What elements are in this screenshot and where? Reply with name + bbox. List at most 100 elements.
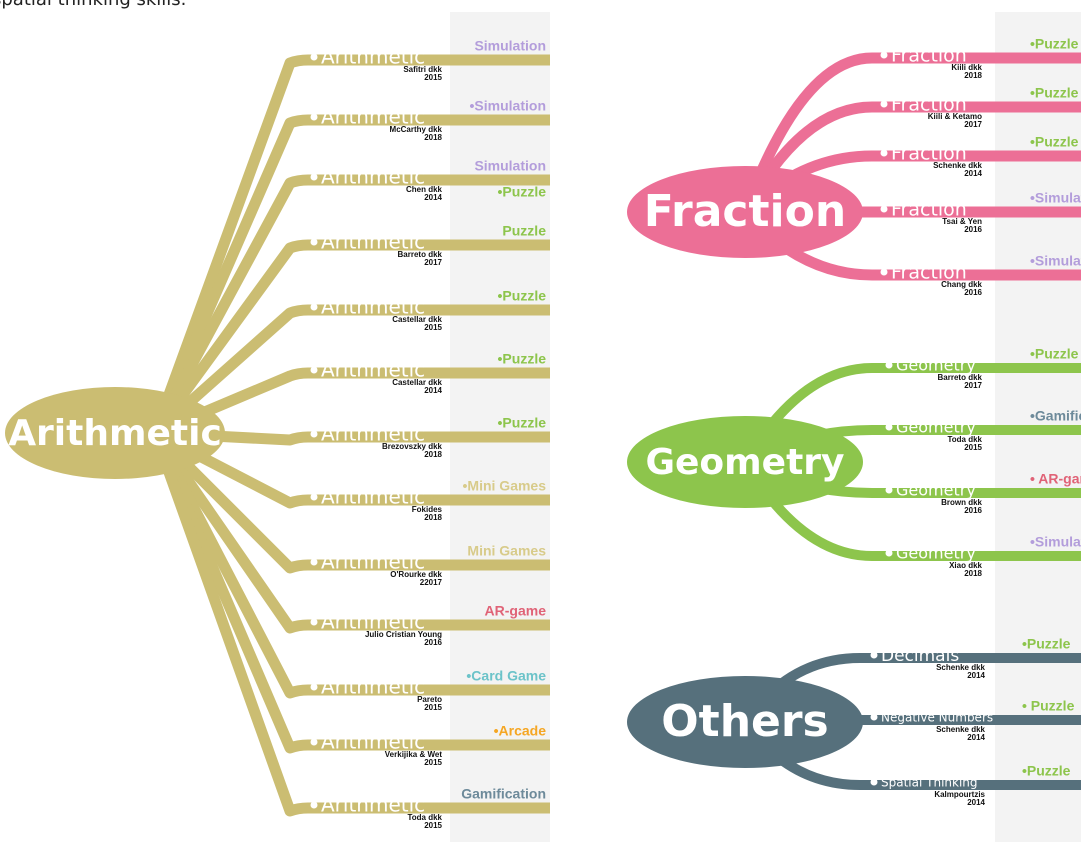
bullet	[885, 361, 893, 369]
branch-label: Negative Numbers	[881, 711, 993, 725]
year: 2016	[964, 288, 982, 297]
bullet	[880, 205, 888, 213]
year: 2018	[964, 569, 982, 578]
author: Tsai & Yen	[942, 217, 982, 226]
bullet	[310, 366, 318, 374]
game-type: •Card Game	[466, 668, 546, 684]
game-type: • AR-game	[1030, 471, 1081, 487]
strip	[450, 12, 550, 842]
bullet	[310, 303, 318, 311]
game-type: • Puzzle	[1022, 698, 1075, 714]
author: Fokides	[412, 505, 443, 514]
bullet	[870, 713, 878, 721]
year: 2014	[964, 169, 982, 178]
year: 2014	[424, 386, 442, 395]
branch-label: Fraction	[891, 199, 967, 221]
branch-label: Arithmetic	[321, 165, 425, 189]
game-type: AR-game	[485, 603, 547, 619]
bullet	[310, 618, 318, 626]
game-type: •Mini Games	[463, 478, 547, 494]
branch-label: Fraction	[891, 262, 967, 284]
year: 2018	[964, 71, 982, 80]
branch-label: Geometry	[896, 356, 976, 375]
game-type: •Puzzle	[498, 351, 547, 367]
author: Schenke dkk	[936, 663, 985, 672]
year: 2015	[964, 443, 982, 452]
branch	[150, 174, 550, 436]
branch-label: Geometry	[896, 481, 976, 500]
branch	[150, 429, 550, 634]
branch	[154, 427, 550, 446]
game-type: Simulation	[474, 38, 546, 54]
branch-label: Decimals	[881, 646, 959, 666]
branch	[149, 54, 550, 435]
year: 2014	[967, 798, 985, 807]
author: Barreto dkk	[938, 373, 983, 382]
root-node	[5, 387, 225, 479]
author: Xiao dkk	[949, 561, 982, 570]
branch	[150, 239, 550, 437]
year: 2017	[424, 258, 442, 267]
game-type: •Puzzle	[1022, 636, 1071, 652]
author: McCarthy dkk	[390, 125, 443, 134]
bullet	[310, 738, 318, 746]
author: Brezovszky dkk	[382, 442, 443, 451]
branch-label: Arithmetic	[321, 730, 425, 754]
year: 22017	[420, 578, 443, 587]
bullet	[310, 113, 318, 121]
root-node	[627, 416, 863, 508]
branch	[149, 114, 550, 436]
author: Chen dkk	[406, 185, 443, 194]
year: 2014	[424, 193, 442, 202]
game-type: •Puzzle	[498, 184, 547, 200]
branch-label: Arithmetic	[321, 230, 425, 254]
author: Castellar dkk	[392, 378, 442, 387]
bullet	[880, 51, 888, 59]
root-label: Fraction	[644, 186, 846, 237]
game-type: •Simulation	[1030, 534, 1081, 550]
game-type: •Puzzle	[498, 415, 547, 431]
author: Kalmpourtzis	[934, 790, 985, 799]
game-type: •Arcade	[494, 723, 547, 739]
year: 2015	[424, 703, 442, 712]
bullet	[310, 493, 318, 501]
game-type: •Simulation	[1030, 253, 1081, 269]
root-label: Geometry	[645, 442, 844, 483]
branch-label: Arithmetic	[321, 610, 425, 634]
branch-label: Arithmetic	[321, 675, 425, 699]
bullet	[885, 423, 893, 431]
bullet	[870, 778, 878, 786]
bullet	[310, 53, 318, 61]
branch-label: Spatial Thinking	[881, 776, 978, 790]
year: 2018	[424, 513, 442, 522]
root-label: Arithmetic	[8, 413, 222, 454]
game-type: •Puzzle	[1022, 763, 1071, 779]
year: 2018	[424, 133, 442, 142]
year: 2015	[424, 73, 442, 82]
game-type: Gamification	[461, 786, 546, 802]
author: Barreto dkk	[398, 250, 443, 259]
game-type: •Simulation	[1030, 190, 1081, 206]
author: Verkijika & Wet	[385, 750, 443, 759]
author: Pareto	[417, 695, 442, 704]
bullet	[880, 149, 888, 157]
author: Schenke dkk	[936, 725, 985, 734]
author: Schenke dkk	[933, 161, 982, 170]
game-type: •Puzzle	[1030, 346, 1079, 362]
branch	[152, 428, 550, 509]
root-node	[627, 676, 863, 768]
game-type: •Puzzle	[1030, 134, 1079, 150]
branch	[151, 304, 550, 438]
author: Kiili dkk	[951, 63, 982, 72]
author: Kiili & Ketamo	[928, 112, 982, 121]
author: Castellar dkk	[392, 315, 442, 324]
year: 2015	[424, 821, 442, 830]
game-type: Simulation	[474, 158, 546, 174]
author: Chang dkk	[941, 280, 982, 289]
year: 2017	[964, 381, 982, 390]
game-type: •Puzzle	[1030, 85, 1079, 101]
year: 2016	[964, 506, 982, 515]
